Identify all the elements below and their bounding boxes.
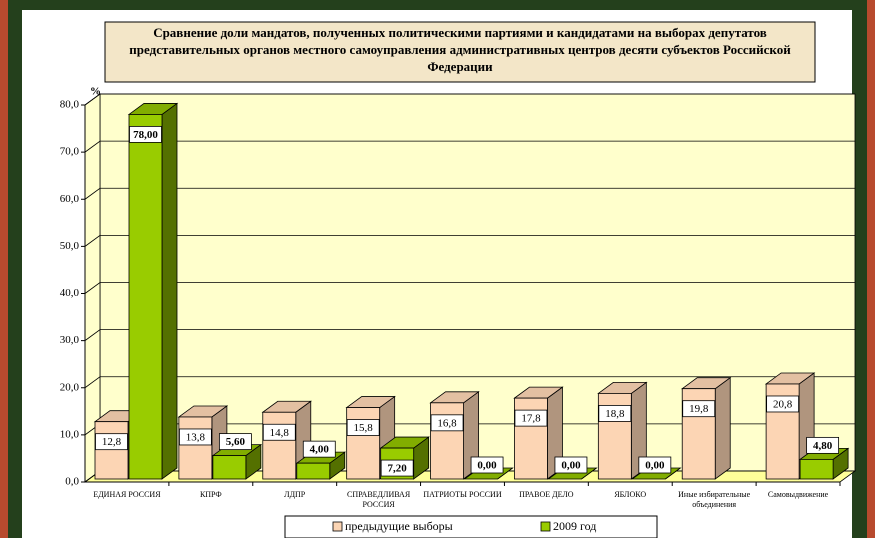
bar [178,416,213,480]
value-label: 16,8 [437,417,457,429]
x-tick-label: ЛДПР [284,490,306,499]
value-label: 4,80 [813,440,833,452]
y-tick-label: 60,0 [60,193,80,205]
title-wrap: Сравнение доли мандатов, полученных поли… [129,25,791,74]
bar [94,421,129,480]
x-label-wrap: КПРФ [199,490,222,499]
value-label: 4,00 [310,444,330,456]
value-label-box [95,433,128,451]
value-label-box [218,433,252,451]
y-tick-label: 30,0 [60,334,80,346]
x-label-wrap: ПРАВОЕ ДЕЛО [519,490,574,499]
y-tick-label: 50,0 [60,240,80,252]
bar [346,407,381,480]
legend-swatch [332,521,343,532]
value-label-box [129,126,162,143]
grid-line [84,234,855,247]
x-tick-label: СПРАВЕДЛИВАЯ РОССИЯ [347,490,411,509]
x-label-wrap: Самовыдвижение [767,490,829,499]
x-tick-label: ПРАВОЕ ДЕЛО [519,490,574,499]
value-label: 20,8 [773,399,793,411]
y-tick-label: 40,0 [60,287,80,299]
value-label-box [766,395,800,413]
value-label-box [178,428,212,446]
value-label-box [806,436,840,454]
y-tick-label: 0,0 [65,476,79,488]
value-label: 0,00 [477,460,497,472]
grid-line [84,93,855,106]
x-label-wrap: ЕДИНАЯ РОССИЯ [93,490,161,499]
title-box [104,21,816,83]
value-label: 78,00 [133,129,158,141]
bar [430,402,464,480]
value-label-box [262,423,296,441]
x-tick-label: КПРФ [199,490,222,499]
y-tick-label: 20,0 [60,381,80,393]
value-label-box [554,456,588,474]
value-label: 14,8 [270,427,290,439]
value-label-box [346,419,380,436]
value-label: 12,8 [102,436,122,448]
x-label-wrap: ПАТРИОТЫ РОССИИ [423,490,502,499]
bar [128,114,163,480]
value-label-box [682,400,716,418]
y-tick-label: 10,0 [60,428,80,440]
value-label: 13,8 [186,431,206,443]
value-label-box [514,409,548,427]
grid-line [84,187,855,200]
x-label-wrap: Иные избирательные объединения [678,490,751,509]
grid-line [84,329,855,341]
bar-side [714,376,731,480]
y-tick-label: 80,0 [60,99,80,111]
y-tick-label: 70,0 [60,146,80,158]
x-tick-label: ЕДИНАЯ РОССИЯ [93,490,161,499]
legend-label: 2009 год [553,519,596,533]
value-label-box [380,459,414,477]
bar-side [161,102,178,480]
legend-label: предыдущие выборы [345,519,453,533]
value-label: 7,20 [388,463,408,475]
y-axis-label: % [90,86,101,98]
legend-swatch [540,521,551,532]
bar [262,411,297,480]
value-label-box [598,405,632,422]
value-label: 19,8 [689,403,709,415]
bar [799,458,834,480]
bar [212,455,247,480]
x-label-wrap: СПРАВЕДЛИВАЯ РОССИЯ [347,490,411,509]
x-label-wrap: ЯБЛОКО [614,490,647,499]
x-tick-label: ЯБЛОКО [614,490,647,499]
value-label: 0,00 [645,460,665,472]
value-label: 17,8 [521,413,541,425]
value-label-box [430,414,464,432]
grid-line [84,140,855,153]
grid-line [84,282,855,294]
x-tick-label: Иные избирательные объединения [678,490,751,509]
legend [284,515,658,538]
grid-line [84,376,855,389]
value-label: 5,60 [226,436,246,448]
bar [296,462,331,480]
x-label-wrap: ЛДПР [284,490,306,499]
value-label: 0,00 [561,460,581,472]
value-label-box [470,456,504,474]
value-label-box [638,456,672,474]
value-label: 18,8 [605,408,625,420]
value-label-box [302,440,336,458]
x-tick-label: ПАТРИОТЫ РОССИИ [423,490,502,499]
value-label: 15,8 [354,422,374,434]
chart-title: Сравнение доли мандатов, полученных поли… [129,25,791,74]
x-tick-label: Самовыдвижение [767,490,829,499]
